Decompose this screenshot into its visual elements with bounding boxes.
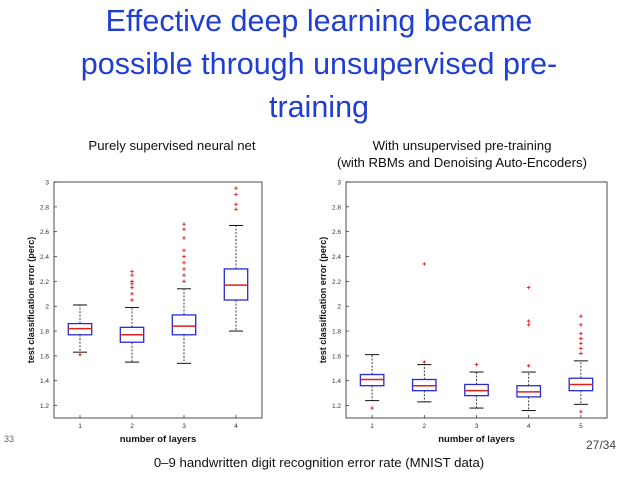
chart0-y-axis-label: test classification error (perc)	[26, 237, 36, 364]
chart1-y-tick-label-5: 2.2	[332, 279, 341, 286]
chart1-y-tick-label-1: 1.4	[332, 378, 341, 385]
chart1-y-tick-label-8: 2.8	[332, 204, 341, 211]
chart1-y-tick-label-7: 2.6	[332, 229, 341, 236]
chart0-y-tick-label-5: 2.2	[40, 279, 49, 286]
chart0-y-tick-label-9: 3	[45, 180, 49, 187]
chart1-box-1	[411, 378, 437, 392]
page-number: 27/34	[585, 438, 616, 452]
chart1-outlier-4-1	[579, 346, 583, 351]
slide-title-line-3: training	[268, 90, 370, 124]
chart1-y-tick-label-0: 1.2	[332, 403, 341, 410]
chart0-y-tick-label-2: 1.6	[40, 353, 49, 360]
chart1-x-tick-label-2: 3	[475, 423, 479, 430]
chart0-outlier-0-0	[78, 352, 82, 357]
chart1-outlier-3-0	[526, 285, 531, 290]
slide-title: Effective deep learning became possible …	[10, 0, 628, 129]
chart0-x-axis-label: number of layers	[120, 434, 197, 444]
chart1-outlier-4-7	[579, 409, 583, 414]
chart0-box-2	[171, 314, 197, 336]
chart0-y-tick-label-8: 2.8	[40, 204, 49, 211]
chart1-x-tick-label-0: 1	[370, 423, 374, 430]
chart0-outlier-3-2	[234, 192, 238, 197]
chart1-outlier-1-0	[422, 262, 427, 266]
chart1-y-tick-label-3: 1.8	[332, 329, 341, 336]
chart0-outlier-2-6	[182, 236, 186, 240]
chart1-y-axis-label: test classification error (perc)	[318, 237, 328, 364]
chart0-x-tick-label-3: 4	[234, 423, 238, 430]
chart1-outlier-1-1	[422, 360, 427, 364]
chart0-outlier-3-3	[234, 186, 238, 191]
chart1-outlier-0-0	[370, 406, 374, 410]
chart1-y-tick-label-4: 2	[337, 304, 341, 311]
chart0-outlier-1-4	[130, 279, 134, 284]
chart0-outlier-1-5	[130, 273, 134, 277]
chart0-outlier-2-0	[182, 279, 186, 284]
chart0-x-tick-label-2: 3	[182, 423, 186, 430]
chart0-plot-frame	[53, 181, 263, 419]
chart1-outlier-4-6	[579, 314, 583, 318]
chart0-outlier-3-1	[234, 202, 238, 207]
chart0-y-tick-label-1: 1.4	[40, 378, 49, 385]
chart1-box-group-3	[516, 285, 542, 412]
chart0-outlier-3-0	[234, 207, 238, 212]
chart0-x-tick-label-0: 1	[78, 423, 82, 430]
left-chart-subtitle: Purely supervised neural net	[88, 138, 256, 153]
slide-title-line-2: possible through unsupervised pre-	[80, 47, 558, 81]
chart0-box-group-3	[223, 186, 249, 332]
chart1-x-tick-label-3: 4	[527, 423, 531, 430]
right-chart-subtitle-line-1: With unsupervised pre-training	[372, 138, 552, 153]
chart0-box-group-2	[171, 222, 197, 364]
chart1-outlier-4-5	[579, 323, 583, 327]
chart0-outlier-1-2	[130, 285, 134, 290]
chart0-box-group-0	[67, 304, 93, 357]
chart1-y-tick-label-9: 3	[337, 180, 341, 187]
chart0-outlier-2-2	[182, 267, 186, 271]
chart0-outlier-2-5	[182, 248, 186, 253]
chart0-outlier-1-6	[130, 269, 134, 274]
chart0-y-tick-label-0: 1.2	[40, 403, 49, 410]
chart1-outlier-3-3	[526, 364, 531, 368]
chart0-outlier-1-0	[130, 298, 134, 302]
chart1-box-group-0	[359, 354, 385, 410]
chart1-outlier-3-2	[526, 323, 531, 327]
chart1-x-tick-label-4: 5	[579, 423, 583, 430]
slide-title-line-1: Effective deep learning became	[105, 4, 533, 38]
chart1-x-tick-label-1: 2	[422, 423, 426, 430]
chart1-outlier-4-3	[579, 336, 583, 341]
chart0-y-tick-label-7: 2.6	[40, 229, 49, 236]
chart0-outlier-2-1	[182, 273, 186, 277]
slide-corner-number: 33	[4, 434, 15, 444]
chart1-box-group-1	[411, 262, 437, 403]
chart1-x-axis-label: number of layers	[438, 434, 515, 444]
chart1-box-group-4	[568, 314, 594, 414]
chart1-outlier-3-1	[526, 319, 531, 323]
chart1-outlier-2-0	[474, 362, 479, 367]
chart0-outlier-2-8	[182, 222, 186, 227]
chart0-x-tick-label-1: 2	[130, 423, 134, 430]
chart0-y-tick-label-3: 1.8	[40, 329, 49, 336]
right-chart-subtitle-line-2: (with RBMs and Denoising Auto-Encoders)	[337, 155, 587, 170]
boxplot-pretrained: 1.2 1.4 1.6 1.8 2 2.2 2.4 2.6 2.8 3 1 2 3 4 5 number of…	[318, 180, 608, 444]
chart1-y-tick-label-2: 1.6	[332, 353, 341, 360]
chart0-outlier-2-7	[182, 227, 186, 231]
chart1-outlier-4-0	[579, 351, 583, 356]
chart0-outlier-2-3	[182, 260, 186, 265]
chart0-outlier-2-4	[182, 254, 186, 259]
right-chart-subtitle: With unsupervised pre-training (with RBM…	[312, 137, 612, 171]
chart1-box-group-2	[464, 362, 489, 409]
chart1-outlier-4-4	[579, 331, 583, 336]
chart1-y-tick-label-6: 2.4	[332, 254, 341, 261]
slide-caption: 0–9 handwritten digit recognition error …	[153, 455, 485, 470]
chart0-y-tick-label-6: 2.4	[40, 254, 49, 261]
boxplot-supervised: 1.2 1.4 1.6 1.8 2 2.2 2.4 2.6 2.8 3 1 2 3 4 number of …	[26, 180, 263, 444]
chart1-outlier-4-2	[579, 341, 583, 346]
chart0-box-group-1	[119, 269, 145, 363]
chart0-outlier-1-1	[130, 291, 134, 296]
chart0-y-tick-label-4: 2	[45, 304, 49, 311]
